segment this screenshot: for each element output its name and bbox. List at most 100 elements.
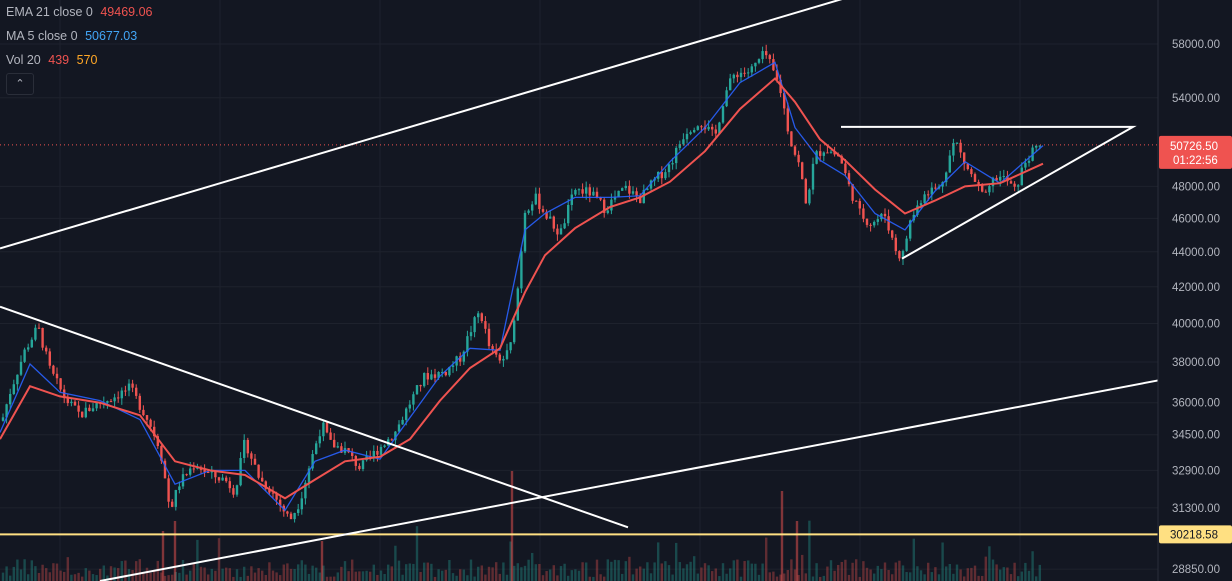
candle-body <box>225 477 228 482</box>
candle-body <box>261 477 264 482</box>
volume-bar <box>390 566 393 581</box>
volume-bar <box>999 569 1002 581</box>
volume-bar <box>340 566 343 581</box>
volume-bar <box>239 576 242 581</box>
volume-bar <box>653 562 656 581</box>
volume-bar <box>538 563 541 581</box>
price-tick-label: 42000.00 <box>1172 282 1220 294</box>
candle-body <box>189 468 192 475</box>
candle-body <box>577 189 581 191</box>
volume-bar <box>30 560 33 581</box>
volume-bar <box>678 562 681 581</box>
legend-vol[interactable]: Vol 20 439 570 <box>6 48 156 72</box>
candle-body <box>430 374 433 380</box>
candle-body <box>585 187 588 194</box>
candle-body <box>833 151 836 155</box>
volume-bar <box>631 574 635 581</box>
candle-body <box>667 164 671 173</box>
volume-bar <box>455 575 458 581</box>
candle-body <box>797 154 800 163</box>
legend-collapse-button[interactable]: ⌃ <box>6 73 34 95</box>
volume-bar <box>768 572 771 581</box>
candle-body <box>761 51 764 60</box>
candle-body <box>1020 167 1023 186</box>
candle-body <box>801 162 804 180</box>
volume-bar <box>937 574 941 581</box>
candle-body <box>819 151 822 156</box>
candle-body <box>783 93 786 109</box>
volume-bar <box>613 559 617 581</box>
candle-body <box>891 230 894 238</box>
volume-bar <box>163 575 167 581</box>
volume-bar <box>91 574 95 581</box>
volume-bar <box>927 562 930 581</box>
candle-body <box>286 511 289 514</box>
candle-body <box>563 223 566 229</box>
volume-bar <box>585 562 588 581</box>
volume-bar <box>106 575 109 581</box>
volume-bar <box>811 576 815 581</box>
candle-body <box>491 346 494 350</box>
candle-body <box>858 201 861 209</box>
volume-bar <box>322 565 325 581</box>
candle-body <box>275 493 278 500</box>
candle-body <box>829 151 833 153</box>
volume-bar <box>185 574 188 581</box>
drawing-tools[interactable] <box>0 0 1161 581</box>
volume-bar <box>905 572 908 581</box>
candle-body <box>822 152 825 156</box>
volume-bar <box>347 571 350 581</box>
volume-bar <box>567 575 570 581</box>
candle-body <box>538 193 541 210</box>
volume-bar <box>5 566 8 581</box>
candle-body <box>271 492 275 494</box>
candle-body <box>660 171 663 179</box>
volume-bar <box>55 563 59 581</box>
candle-body <box>765 51 768 56</box>
price-tick-label: 58000.00 <box>1172 39 1220 51</box>
candle-body <box>48 351 51 366</box>
volume-bar <box>469 559 473 581</box>
candle-body <box>815 151 818 164</box>
volume-bar <box>336 572 339 581</box>
candle-body <box>930 187 933 195</box>
volume-bar <box>376 574 379 581</box>
volume-bar <box>887 570 890 581</box>
volume-bar <box>642 568 645 581</box>
candle-body <box>462 351 465 362</box>
candle-body <box>210 471 213 473</box>
candle-body <box>318 436 321 444</box>
volume-bar <box>120 561 123 581</box>
candle-body <box>347 448 350 453</box>
volume-bar <box>639 566 642 581</box>
volume-bar <box>307 573 311 581</box>
candle-body <box>678 144 681 148</box>
volume-bar <box>138 559 141 581</box>
volume-bar <box>711 571 714 581</box>
candle-body <box>1017 185 1020 187</box>
candle-body <box>977 181 980 185</box>
candle-body <box>246 439 249 454</box>
volume-bar <box>135 561 138 581</box>
volume-bar <box>635 568 638 581</box>
price-axis[interactable]: 58000.00 54000.00 48000.00 46000.00 44000.00… <box>1157 0 1232 581</box>
volume-bar <box>59 570 62 581</box>
volume-bar <box>437 569 440 581</box>
candlestick-series <box>1 44 1041 523</box>
candle-body <box>23 349 26 362</box>
volume-bar <box>649 573 653 581</box>
candle-body <box>693 129 696 133</box>
candle-body <box>552 216 555 229</box>
volume-bar <box>102 565 105 581</box>
candle-body <box>671 163 674 165</box>
volume-bar <box>81 576 84 581</box>
candle-body <box>927 194 930 196</box>
legend-ema[interactable]: EMA 21 close 0 49469.06 <box>6 0 156 24</box>
candle-body <box>581 189 584 194</box>
candle-body <box>527 210 530 213</box>
candle-body <box>451 365 455 367</box>
volume-bar <box>795 521 799 581</box>
legend-ma[interactable]: MA 5 close 0 50677.03 <box>6 24 156 48</box>
candle-body <box>873 221 876 226</box>
